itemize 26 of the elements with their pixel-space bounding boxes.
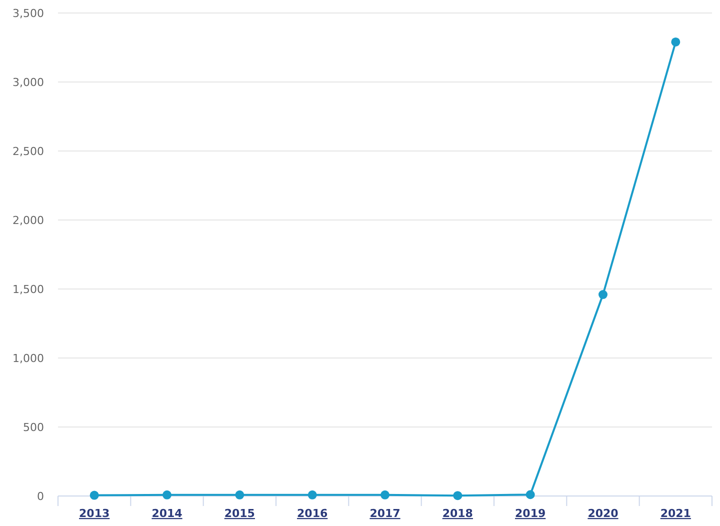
point [453, 491, 462, 500]
x-tick-label: 2014 [152, 507, 183, 520]
point [162, 490, 172, 500]
x-tick-label: 2019 [515, 507, 546, 520]
x-tick-label: 2021 [660, 507, 691, 520]
point [308, 490, 317, 500]
x-tick-label: 2017 [370, 507, 400, 520]
x-tick-label: 2015 [224, 507, 255, 520]
point [235, 490, 244, 500]
y-tick-label: 500 [23, 420, 44, 434]
point [671, 37, 680, 46]
y-tick-label: 2,500 [12, 144, 44, 158]
x-tick-label: 2016 [297, 507, 328, 520]
y-tick-label: 3,000 [12, 76, 44, 89]
y-tick-label: 2,000 [12, 214, 44, 227]
point [90, 490, 99, 500]
point [598, 290, 608, 300]
x-tick-label: 2018 [442, 507, 473, 520]
y-tick-label: 1,500 [12, 282, 44, 296]
x-tick-label: 2020 [588, 507, 619, 520]
y-tick-label: 0 [37, 490, 44, 503]
y-tick-label: 1,000 [12, 352, 44, 365]
point [526, 490, 535, 500]
x-tick-label: 2013 [79, 507, 110, 520]
y-tick-label: 3,500 [12, 6, 44, 20]
point [380, 490, 390, 500]
